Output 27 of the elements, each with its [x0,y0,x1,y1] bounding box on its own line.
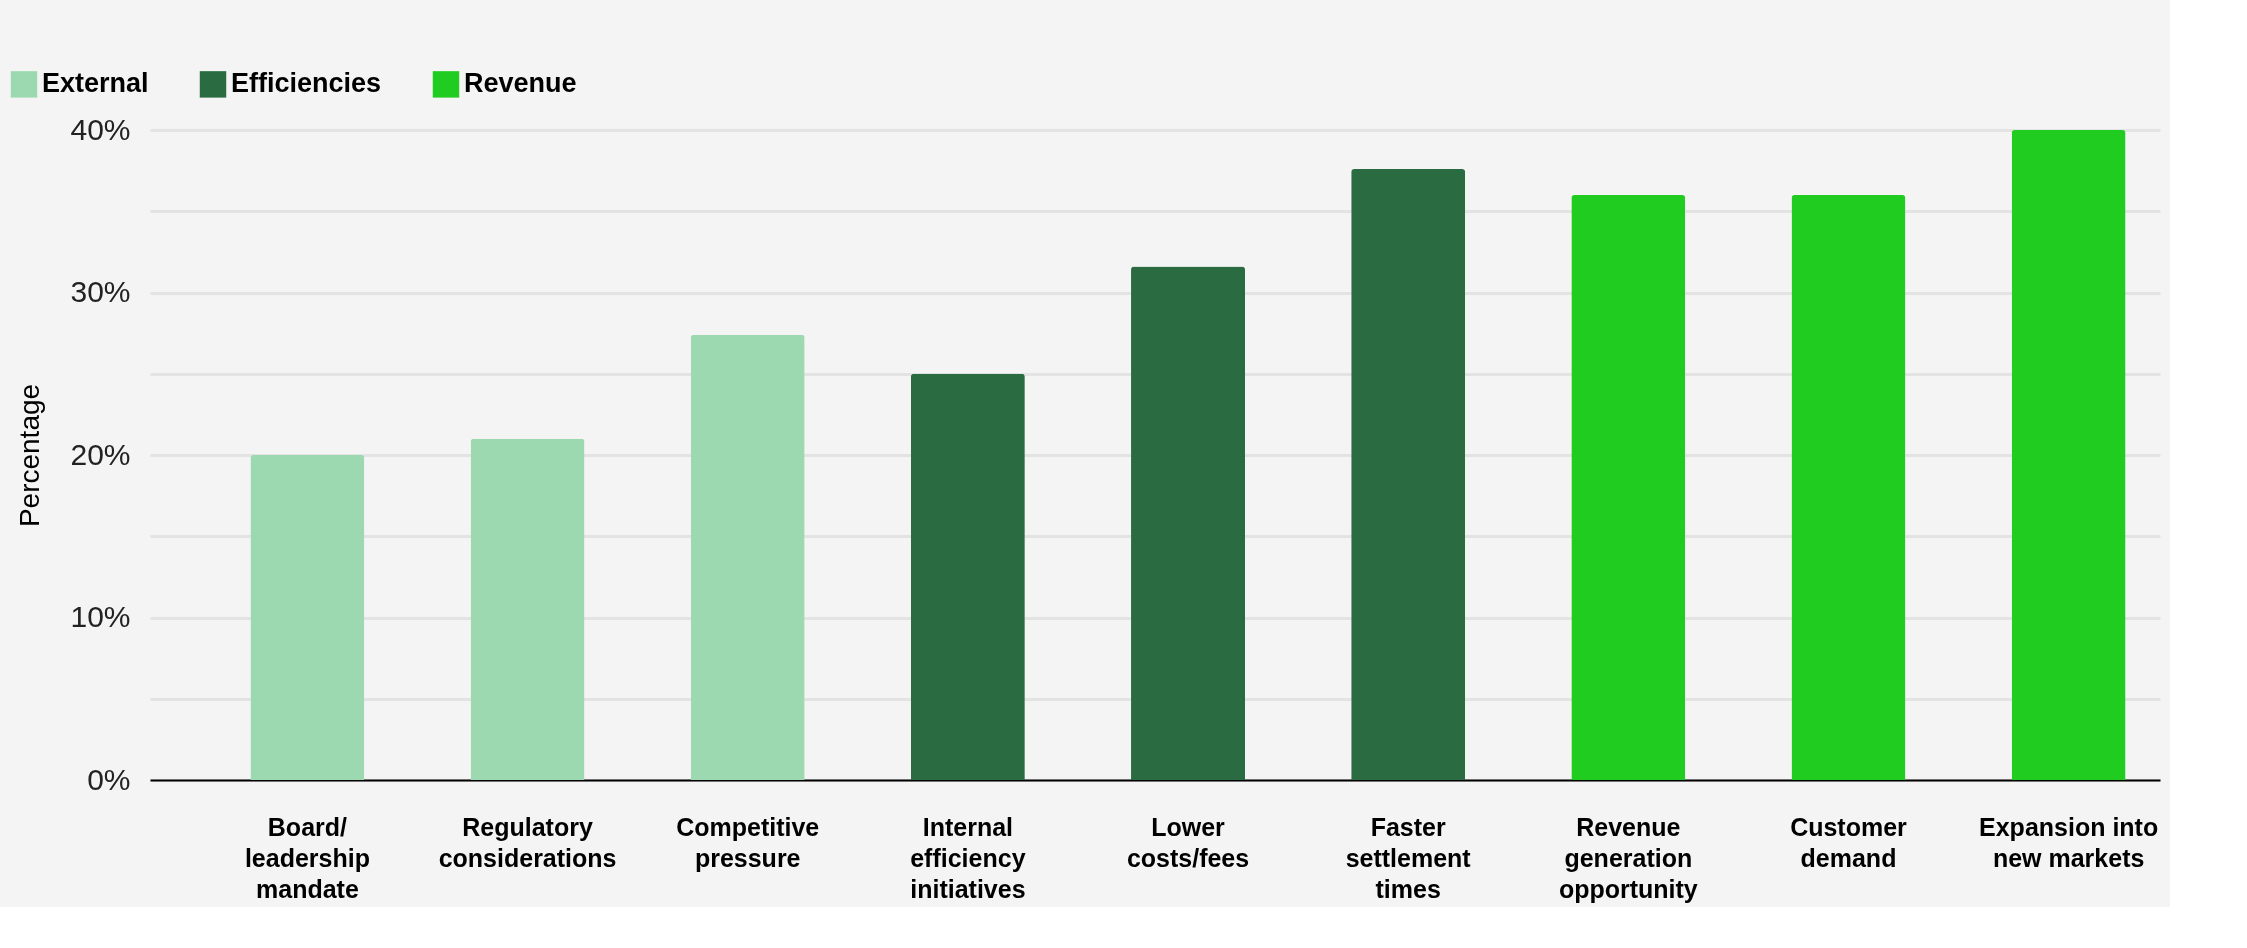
x-tick-label: Faster settlement times [1345,812,1472,903]
bar [910,373,1025,780]
y-tick-label: 40% [70,112,131,146]
y-axis-title: Percentage [14,383,46,528]
x-tick-label: Expansion into new markets [1979,812,2159,872]
bar [470,438,585,780]
x-tick-label: Lower costs/fees [1126,812,1250,872]
x-tick-label: Revenue generation opportunity [1558,812,1698,903]
y-tick-label: 30% [70,275,131,308]
y-tick-label: 0% [87,762,131,796]
bar [1351,169,1466,780]
x-tick-label: Board/ leadership mandate [244,812,370,903]
bar [2011,130,2126,780]
bar [1131,266,1246,780]
y-tick-label: 20% [70,437,131,471]
legend-label: External [42,68,149,99]
x-tick-label: Regulatory considerations [438,812,617,872]
legend-label: Efficiencies [231,68,382,99]
bar [1791,195,1906,780]
x-tick-label: Internal efficiency initiatives [910,812,1026,903]
bar [250,455,365,780]
legend-label: Revenue [464,68,577,99]
bar [690,334,805,780]
x-tick-label: Customer demand [1790,812,1908,872]
bar [1571,195,1686,780]
x-tick-label: Competitive pressure [676,812,820,872]
y-tick-label: 10% [70,600,131,633]
